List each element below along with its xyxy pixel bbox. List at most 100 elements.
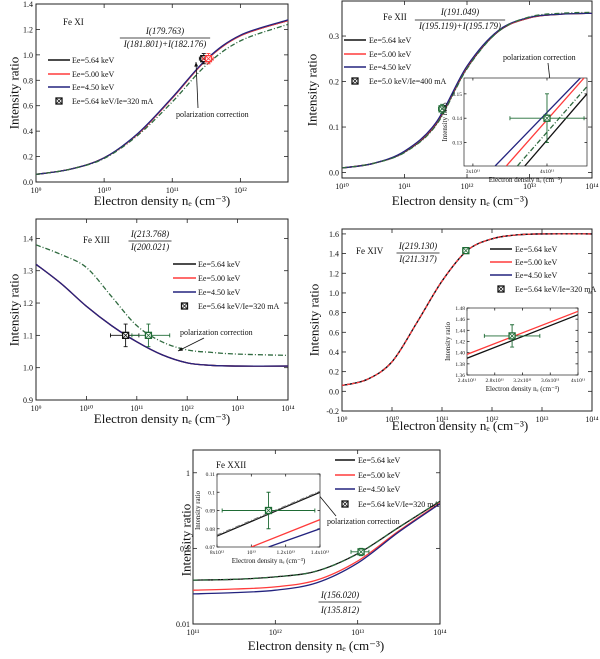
legend-entry: Ee=5.64 keV	[515, 245, 558, 254]
x-tick-label: 10¹³	[247, 550, 256, 556]
legend-marker-swatch-cross	[56, 98, 62, 104]
legend-marker-swatch-cross	[342, 501, 348, 507]
y-tick-label: 1.6	[329, 230, 339, 239]
legend-entry: Ee=5.64 keV/Ie=320 mA	[198, 302, 279, 311]
series-line-ee-5-64-kev	[524, 93, 587, 166]
x-tick-label: 10¹³	[351, 628, 364, 637]
ratio-numerator: I(213.768)	[130, 229, 169, 239]
x-tick-label: 10¹¹	[436, 415, 449, 424]
y-tick-label: 1.2	[23, 299, 33, 308]
x-tick-label: 10¹³	[523, 182, 536, 191]
y-axis-label: Intensity ratio	[307, 284, 322, 357]
y-tick-label: 1.46	[455, 317, 465, 323]
arrow-head-icon	[194, 62, 199, 67]
x-tick-label: 10¹²	[269, 628, 282, 637]
series-line-ee-5-00-kev	[193, 502, 440, 591]
arrow-head-icon	[178, 347, 183, 351]
y-axis-label: Intensity ratio	[305, 54, 320, 127]
ratio-numerator: I(219.130)	[398, 241, 437, 251]
panel-fe-xiii: 10⁹ 10¹⁰ 10¹¹ 10¹² 10¹³ 10¹⁴ 0.9 1.0 1.1 1.2 1.3 1.…	[7, 218, 295, 426]
ratio-denominator: I(135.812)	[320, 605, 359, 615]
legend: Ee=5.64 keV Ee=5.00 keV Ee=4.50 keV Ee=5.64…	[48, 56, 153, 106]
series-line-ee-4-50-kev	[494, 78, 581, 166]
series-line-ee-5-00-kev	[467, 310, 578, 355]
x-axis-label: Electron density nₑ (cm⁻³)	[392, 193, 528, 208]
series-line-polarization-correction	[342, 11, 592, 169]
y-tick-label: 0.08	[205, 527, 215, 533]
plot-frame	[463, 77, 588, 167]
legend-entry: Ee=4.50 keV	[515, 271, 558, 280]
x-tick-label: 10¹⁰	[80, 404, 94, 413]
inset: 8x10¹² 10¹³ 1.2x10¹³ 1.4x10¹³ 0.07 0.08 0.09 0.…	[194, 472, 330, 565]
data-point-cross	[439, 106, 445, 112]
x-tick-label: 10¹²	[461, 182, 474, 191]
x-axis-label: Electron density nₑ (cm⁻³)	[94, 411, 230, 426]
series-line-polarization-correction	[516, 86, 587, 166]
x-tick-label: 10¹¹	[166, 186, 179, 195]
ratio-denominator: I(181.801)+I(182.176)	[123, 39, 207, 49]
y-tick-label: 1.1	[23, 331, 33, 340]
data-point-cross	[544, 115, 550, 122]
y-tick-label: 0.01	[176, 620, 190, 629]
plot-frame	[35, 218, 289, 401]
legend-entry: Ee=5.64 keV	[198, 260, 241, 269]
y-tick-label: 0.6	[329, 328, 339, 337]
ratio-denominator: I(195.119)+I(195.179)	[418, 21, 501, 31]
ratio-numerator: I(191.049)	[440, 7, 479, 17]
data-point-cross	[358, 549, 364, 555]
x-axis-label: Electron density nₑ (cm⁻³)	[248, 638, 384, 653]
y-tick-label: 1.0	[23, 364, 33, 373]
y-tick-label: 1.36	[455, 373, 465, 379]
y-tick-label: 0.8	[329, 309, 339, 318]
inset-y-axis-label: Intensity ratio	[194, 490, 202, 530]
legend-entry: Ee=5.0 keV/Ie=400 mA	[369, 77, 446, 86]
x-tick-label: 2.8x10¹¹	[486, 378, 505, 384]
inset-x-axis-label: Electron density nₑ (cm⁻³)	[232, 557, 306, 565]
y-axis-label: Intensity ratio	[7, 274, 22, 347]
x-tick-label: 10¹¹	[130, 404, 143, 413]
x-tick-label: 4x10¹¹	[571, 378, 586, 384]
x-axis-label: Electron density nₑ (cm⁻³)	[392, 418, 528, 433]
x-axis-label: Electron density nₑ (cm⁻³)	[94, 193, 230, 208]
y-tick-label: 0.13	[452, 141, 462, 147]
data-point-cross	[463, 247, 469, 254]
x-tick-label: 10¹⁴	[281, 404, 294, 413]
x-tick-label: 2.4x10¹¹	[458, 378, 477, 384]
x-tick-label: 1.2x10¹³	[276, 550, 295, 556]
y-tick-label: 1.48	[455, 306, 465, 312]
legend-marker-swatch-cross	[352, 78, 358, 84]
y-tick-label: 0.1	[180, 544, 190, 553]
y-tick-label: 0.1	[329, 123, 339, 132]
y-tick-label: 1	[186, 469, 190, 478]
data-point-cross	[145, 332, 152, 339]
y-tick-label: -0.2	[326, 407, 339, 416]
panel-fe-xii: 10¹⁰ 10¹¹ 10¹² 10¹³ 10¹⁴ 0.0 0.1 0.2 0.3 Fe XII I(…	[305, 0, 599, 208]
y-tick-label: 0.1	[208, 490, 215, 496]
panel-title: Fe XI	[63, 17, 84, 27]
ratio-numerator: I(156.020)	[320, 590, 359, 600]
legend-entry: Ee=5.64 keV	[369, 36, 412, 45]
legend-entry: Ee=5.64 keV/Ie=320 mA	[515, 285, 596, 294]
panel-title: Fe XIII	[83, 235, 110, 245]
series-line-ee-5-00-kev	[342, 233, 592, 387]
y-tick-label: 1.3	[23, 267, 33, 276]
y-tick-label: 0.6	[23, 102, 33, 111]
y-tick-label: 1.2	[329, 269, 339, 278]
annotation-arrow	[195, 61, 199, 109]
series-line-polarization-correction	[217, 490, 320, 536]
series-line-ee-5-64-kev	[467, 314, 578, 359]
annotation-polarization-correction: polarization correction	[180, 328, 253, 337]
data-point-cross	[509, 333, 515, 339]
y-tick-label: 1.4	[23, 234, 33, 243]
x-tick-label: 10⁹	[31, 404, 42, 413]
data-point-cross	[122, 332, 129, 339]
legend: Ee=5.64 keV Ee=5.00 keV Ee=4.50 keV Ee=5.64…	[335, 456, 439, 509]
y-tick-label: 1.38	[455, 362, 465, 368]
ratio-denominator: I(211.317)	[398, 254, 437, 264]
panel-fe-xiv: 10⁹ 10¹⁰ 10¹¹ 10¹² 10¹³ 10¹⁴ -0.2 0.0 0.2 0.4 0.6 0…	[307, 228, 599, 433]
x-tick-label: 10¹²	[234, 186, 247, 195]
y-tick-label: 0.3	[329, 32, 339, 41]
y-tick-label: 1.4	[329, 250, 339, 259]
